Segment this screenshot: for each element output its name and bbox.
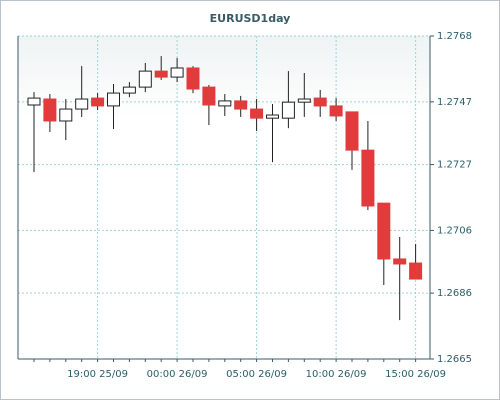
- x-tick-label: 19:00 25/09: [67, 369, 128, 380]
- candle-body: [393, 258, 407, 265]
- candle-body: [138, 70, 152, 88]
- candle-body: [122, 86, 136, 94]
- candle-body: [313, 97, 327, 107]
- candle-body: [43, 98, 57, 122]
- candle-body: [202, 86, 216, 106]
- candle-body: [59, 108, 73, 122]
- y-tick-label: 1.2768: [437, 31, 472, 42]
- x-tick-label: 00:00 26/09: [147, 369, 208, 380]
- candle-body: [266, 114, 279, 119]
- candles: [27, 56, 423, 321]
- candle-body: [75, 98, 89, 110]
- candle-body: [281, 101, 295, 119]
- candle-body: [345, 111, 359, 151]
- y-tick-label: 1.2727: [437, 160, 472, 171]
- candle-body: [377, 202, 391, 260]
- candle-body: [329, 105, 343, 117]
- y-tick-label: 1.2706: [437, 225, 472, 236]
- y-tick-label: 1.2686: [437, 288, 472, 299]
- candle-body: [361, 149, 375, 207]
- x-tick-label: 05:00 26/09: [226, 369, 287, 380]
- grid: [18, 35, 434, 362]
- candle-body: [186, 67, 200, 90]
- candle-body: [234, 100, 248, 110]
- candle-body: [107, 92, 120, 107]
- chart-title: EURUSD1day: [210, 12, 291, 25]
- candle-body: [27, 97, 41, 106]
- candle-body: [297, 98, 311, 103]
- candle-body: [250, 108, 264, 119]
- x-tick-label: 15:00 26/09: [385, 369, 446, 380]
- y-tick-label: 1.2747: [437, 97, 472, 108]
- plot-area: [18, 36, 430, 359]
- candle-body: [154, 70, 168, 78]
- candle-body: [218, 100, 232, 107]
- candle-body: [91, 97, 105, 107]
- y-tick-label: 1.2665: [437, 354, 472, 365]
- candle-body: [409, 262, 423, 280]
- x-tick-label: 10:00 26/09: [306, 369, 367, 380]
- candle-body: [170, 67, 184, 78]
